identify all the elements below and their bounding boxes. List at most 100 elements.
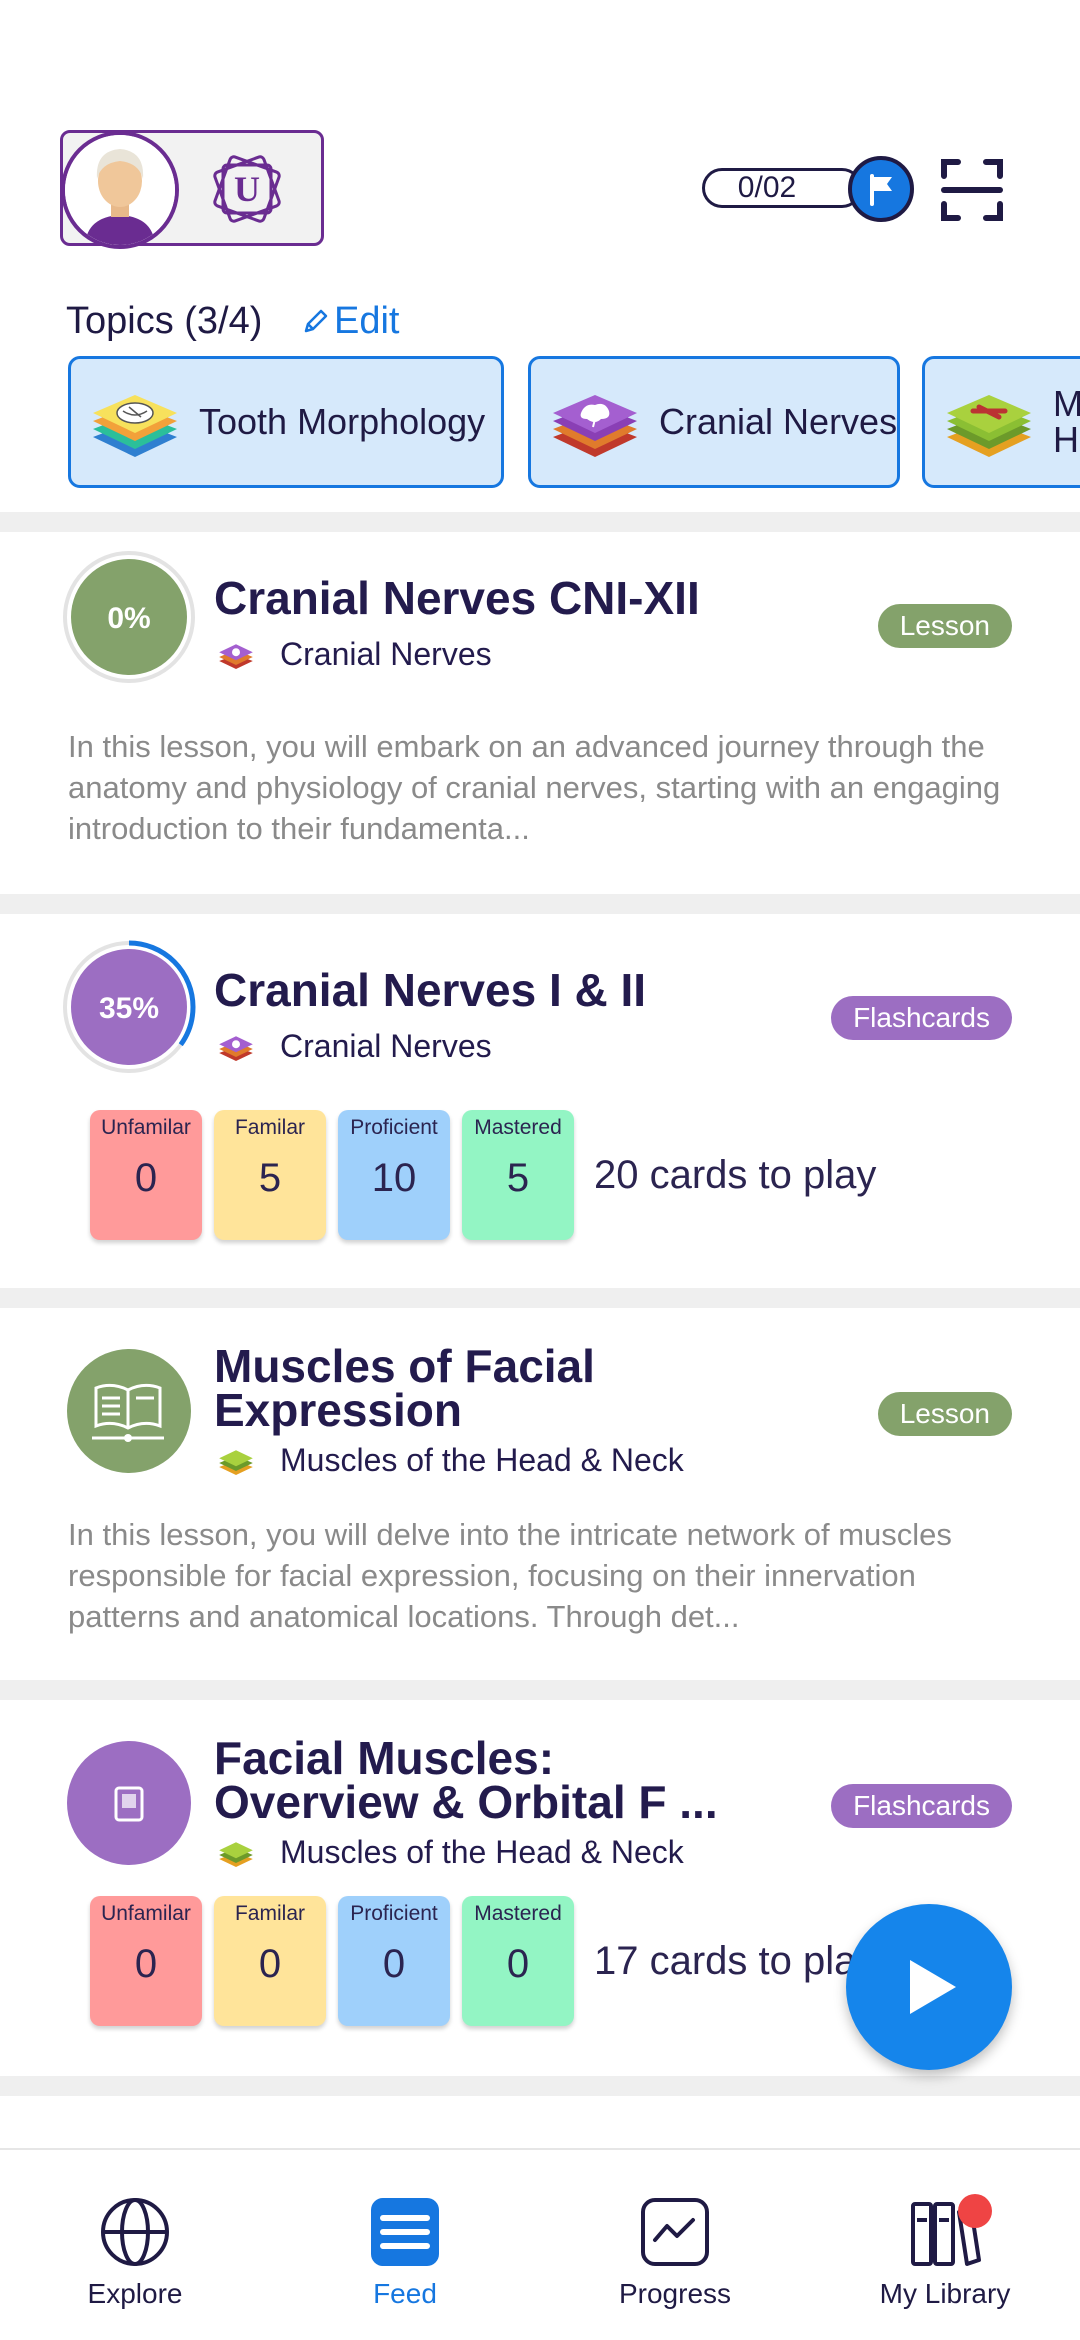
chip-label: Cranial Nerves: [659, 402, 897, 442]
progress-ring: 0%: [62, 550, 196, 684]
card-subtopic: Cranial Nerves: [214, 636, 492, 673]
separator: [0, 512, 1080, 532]
card-subtopic: Muscles of the Head & Neck: [214, 1834, 684, 1871]
stat-familiar: Familar 5: [214, 1110, 326, 1240]
flag-icon: [864, 172, 898, 206]
bottom-nav: Explore Feed Progress My Library: [0, 2148, 1080, 2340]
flashcards-icon: [62, 1736, 196, 1870]
monogram-letter: U: [234, 169, 260, 209]
stat-proficient: Proficient 10: [338, 1110, 450, 1240]
muscle-topic-icon: [939, 377, 1039, 467]
nav-feed[interactable]: Feed: [270, 2150, 540, 2340]
avatar[interactable]: [61, 131, 179, 249]
cards-to-play: 20 cards to play: [594, 1153, 876, 1198]
topic-chip-tooth-morphology[interactable]: Tooth Morphology: [68, 356, 504, 488]
brain-topic-icon: [214, 637, 258, 673]
notification-dot: [958, 2194, 992, 2228]
play-icon: [894, 1952, 964, 2022]
stat-value: 10: [372, 1156, 417, 1201]
stat-label: Proficient: [350, 1902, 438, 1926]
profile-switcher[interactable]: U: [60, 130, 324, 246]
stat-value: 0: [507, 1942, 529, 1987]
nav-progress[interactable]: Progress: [540, 2150, 810, 2340]
topics-title: Topics (3/4): [66, 300, 262, 343]
chart-icon: [637, 2194, 713, 2270]
stat-familiar: Familar 0: [214, 1896, 326, 2026]
subtopic-label: Cranial Nerves: [280, 1028, 492, 1065]
type-badge: Lesson: [878, 604, 1012, 648]
stat-proficient: Proficient 0: [338, 1896, 450, 2026]
brain-topic-icon: [545, 377, 645, 467]
stat-label: Familar: [235, 1902, 305, 1926]
stat-value: 0: [135, 1942, 157, 1987]
stat-label: Unfamilar: [101, 1116, 191, 1140]
nav-label: Explore: [88, 2278, 183, 2310]
stat-value: 0: [135, 1156, 157, 1201]
flashcard-stats: Unfamilar 0 Familar 5 Proficient 10 Mast…: [90, 1110, 876, 1240]
nav-explore[interactable]: Explore: [0, 2150, 270, 2340]
nav-my-library[interactable]: My Library: [810, 2150, 1080, 2340]
stat-unfamiliar: Unfamilar 0: [90, 1896, 202, 2026]
pencil-icon: [300, 307, 330, 337]
nav-label: Feed: [373, 2278, 437, 2310]
chip-label: Tooth Morphology: [199, 402, 485, 442]
scan-icon: [940, 158, 1004, 222]
edit-label: Edit: [334, 300, 399, 343]
flag-button[interactable]: [848, 156, 914, 222]
subtopic-label: Muscles of the Head & Neck: [280, 1442, 684, 1479]
stat-mastered: Mastered 0: [462, 1896, 574, 2026]
card-title: Cranial Nerves I & II: [214, 968, 646, 1012]
stat-unfamiliar: Unfamilar 0: [90, 1110, 202, 1240]
feed-icon: [367, 2194, 443, 2270]
card-title: Facial Muscles: Overview & Orbital F ...: [214, 1736, 718, 1824]
monogram-badge[interactable]: U: [209, 151, 285, 227]
stat-value: 0: [383, 1942, 405, 1987]
card-subtopic: Cranial Nerves: [214, 1028, 492, 1065]
streak-value: 0/02: [738, 171, 796, 205]
muscle-topic-icon: [214, 1835, 258, 1871]
subtopic-label: Cranial Nerves: [280, 636, 492, 673]
card-title: Muscles of Facial Expression: [214, 1344, 595, 1432]
separator: [0, 1288, 1080, 1308]
progress-label: 0%: [107, 602, 150, 635]
edit-topics-button[interactable]: Edit: [300, 300, 399, 343]
play-button[interactable]: [846, 1904, 1012, 2070]
nav-label: My Library: [880, 2278, 1011, 2310]
streak-counter: 0/02: [702, 168, 862, 208]
lesson-book-icon: [62, 1344, 196, 1478]
progress-ring: 35%: [62, 940, 196, 1074]
nav-label: Progress: [619, 2278, 731, 2310]
type-badge: Flashcards: [831, 1784, 1012, 1828]
cards-to-play: 17 cards to play: [594, 1939, 876, 1984]
card-description: In this lesson, you will embark on an ad…: [68, 726, 1018, 849]
type-badge: Lesson: [878, 1392, 1012, 1436]
stat-value: 0: [259, 1942, 281, 1987]
topic-chip-cranial-nerves[interactable]: Cranial Nerves: [528, 356, 900, 488]
card-subtopic: Muscles of the Head & Neck: [214, 1442, 684, 1479]
feed-card-lesson[interactable]: Muscles of Facial Expression Muscles of t…: [0, 1308, 1080, 1680]
separator: [0, 1680, 1080, 1700]
brain-topic-icon: [214, 1029, 258, 1065]
card-description: In this lesson, you will delve into the …: [68, 1514, 1018, 1637]
stat-label: Mastered: [474, 1116, 562, 1140]
stat-label: Proficient: [350, 1116, 438, 1140]
tooth-topic-icon: [85, 377, 185, 467]
stat-label: Mastered: [474, 1902, 562, 1926]
feed-card-flashcards[interactable]: 35% Cranial Nerves I & II Cranial Nerves…: [0, 914, 1080, 1288]
flashcard-stats: Unfamilar 0 Familar 0 Proficient 0 Maste…: [90, 1896, 876, 2026]
globe-icon: [97, 2194, 173, 2270]
separator: [0, 894, 1080, 914]
type-badge: Flashcards: [831, 996, 1012, 1040]
muscle-topic-icon: [214, 1443, 258, 1479]
stat-label: Unfamilar: [101, 1902, 191, 1926]
stat-value: 5: [507, 1156, 529, 1201]
separator: [0, 2076, 1080, 2096]
stat-mastered: Mastered 5: [462, 1110, 574, 1240]
feed-card-lesson[interactable]: 0% Cranial Nerves CNI-XII Cranial Nerves…: [0, 532, 1080, 894]
stat-label: Familar: [235, 1116, 305, 1140]
scan-button[interactable]: [940, 158, 1004, 222]
card-title: Cranial Nerves CNI-XII: [214, 576, 700, 620]
subtopic-label: Muscles of the Head & Neck: [280, 1834, 684, 1871]
